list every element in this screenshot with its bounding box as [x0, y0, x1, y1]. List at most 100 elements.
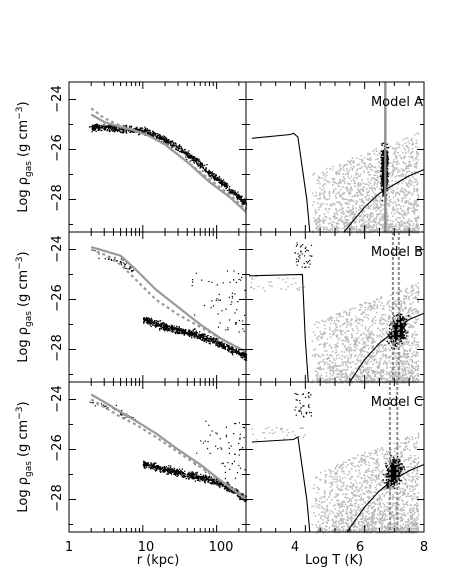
data-point	[388, 192, 390, 194]
data-point	[376, 229, 378, 231]
data-point	[153, 321, 155, 323]
data-point	[410, 203, 412, 206]
data-point	[131, 269, 133, 272]
data-point	[397, 228, 399, 231]
data-point	[410, 202, 412, 204]
data-point	[322, 343, 325, 346]
data-point	[378, 379, 380, 382]
data-point	[405, 224, 408, 227]
data-point	[191, 335, 193, 337]
data-point	[359, 158, 361, 161]
data-point	[375, 226, 378, 229]
data-point	[233, 270, 235, 272]
data-point	[360, 224, 363, 226]
data-point	[386, 164, 389, 167]
data-point	[347, 211, 349, 213]
data-point	[395, 378, 398, 380]
data-point	[235, 193, 237, 196]
data-point	[218, 341, 221, 343]
data-point	[154, 132, 156, 134]
data-point	[411, 359, 414, 362]
data-point	[376, 227, 378, 230]
data-point	[378, 160, 380, 163]
data-point	[416, 190, 418, 193]
data-point	[201, 163, 203, 165]
data-point	[373, 375, 376, 377]
data-point	[350, 366, 352, 368]
data-point	[407, 167, 409, 170]
data-point	[341, 196, 344, 199]
data-point	[411, 326, 413, 329]
data-point	[400, 356, 402, 358]
data-point	[202, 339, 204, 341]
data-point	[386, 199, 388, 201]
data-point	[159, 134, 161, 136]
data-point	[380, 344, 382, 346]
data-point	[413, 213, 416, 215]
data-point	[360, 167, 362, 169]
data-point	[361, 159, 363, 161]
data-point	[387, 186, 389, 189]
data-point	[386, 229, 389, 232]
data-point	[415, 344, 417, 346]
data-point	[124, 263, 126, 265]
data-point	[123, 262, 125, 264]
data-point	[394, 151, 396, 153]
data-point	[186, 154, 188, 156]
data-point	[218, 178, 220, 181]
data-point	[415, 361, 418, 363]
data-point	[410, 180, 412, 182]
data-point	[363, 316, 365, 318]
data-point	[384, 378, 387, 380]
data-point	[417, 172, 419, 174]
data-point	[208, 170, 210, 173]
data-point	[381, 144, 383, 146]
data-point	[199, 162, 201, 165]
data-point	[403, 301, 405, 303]
data-point	[161, 325, 163, 327]
data-point	[156, 132, 158, 135]
data-point	[155, 321, 157, 323]
data-point	[334, 344, 337, 346]
data-point	[204, 335, 206, 338]
data-point	[184, 151, 186, 153]
data-point	[417, 301, 419, 303]
data-point	[415, 158, 417, 160]
data-point	[170, 144, 172, 146]
data-point	[205, 167, 207, 169]
data-point	[194, 331, 196, 333]
data-point	[400, 188, 403, 191]
data-point	[99, 127, 101, 129]
data-point	[407, 151, 409, 153]
data-point	[114, 129, 117, 131]
data-point	[411, 220, 413, 223]
data-point	[363, 165, 366, 167]
data-point	[326, 354, 328, 356]
data-point	[359, 349, 361, 351]
data-point	[93, 129, 96, 131]
data-point	[220, 180, 222, 182]
data-point	[193, 335, 195, 337]
data-point	[353, 372, 356, 375]
data-point	[391, 186, 394, 188]
data-point	[363, 186, 365, 188]
data-point	[221, 343, 223, 345]
data-point	[182, 331, 184, 333]
data-point	[317, 229, 319, 231]
data-point	[407, 146, 410, 149]
data-point	[337, 230, 340, 232]
data-point	[396, 157, 398, 160]
data-point	[373, 218, 376, 220]
data-point	[367, 158, 369, 160]
data-point	[414, 322, 416, 324]
data-point	[399, 360, 402, 363]
data-point	[384, 344, 386, 346]
data-point	[324, 378, 327, 381]
data-point	[169, 141, 171, 143]
data-point	[120, 258, 122, 260]
data-point	[389, 366, 391, 369]
data-point	[386, 330, 388, 332]
data-point	[348, 313, 351, 315]
data-point	[404, 214, 406, 216]
data-point	[224, 183, 227, 185]
